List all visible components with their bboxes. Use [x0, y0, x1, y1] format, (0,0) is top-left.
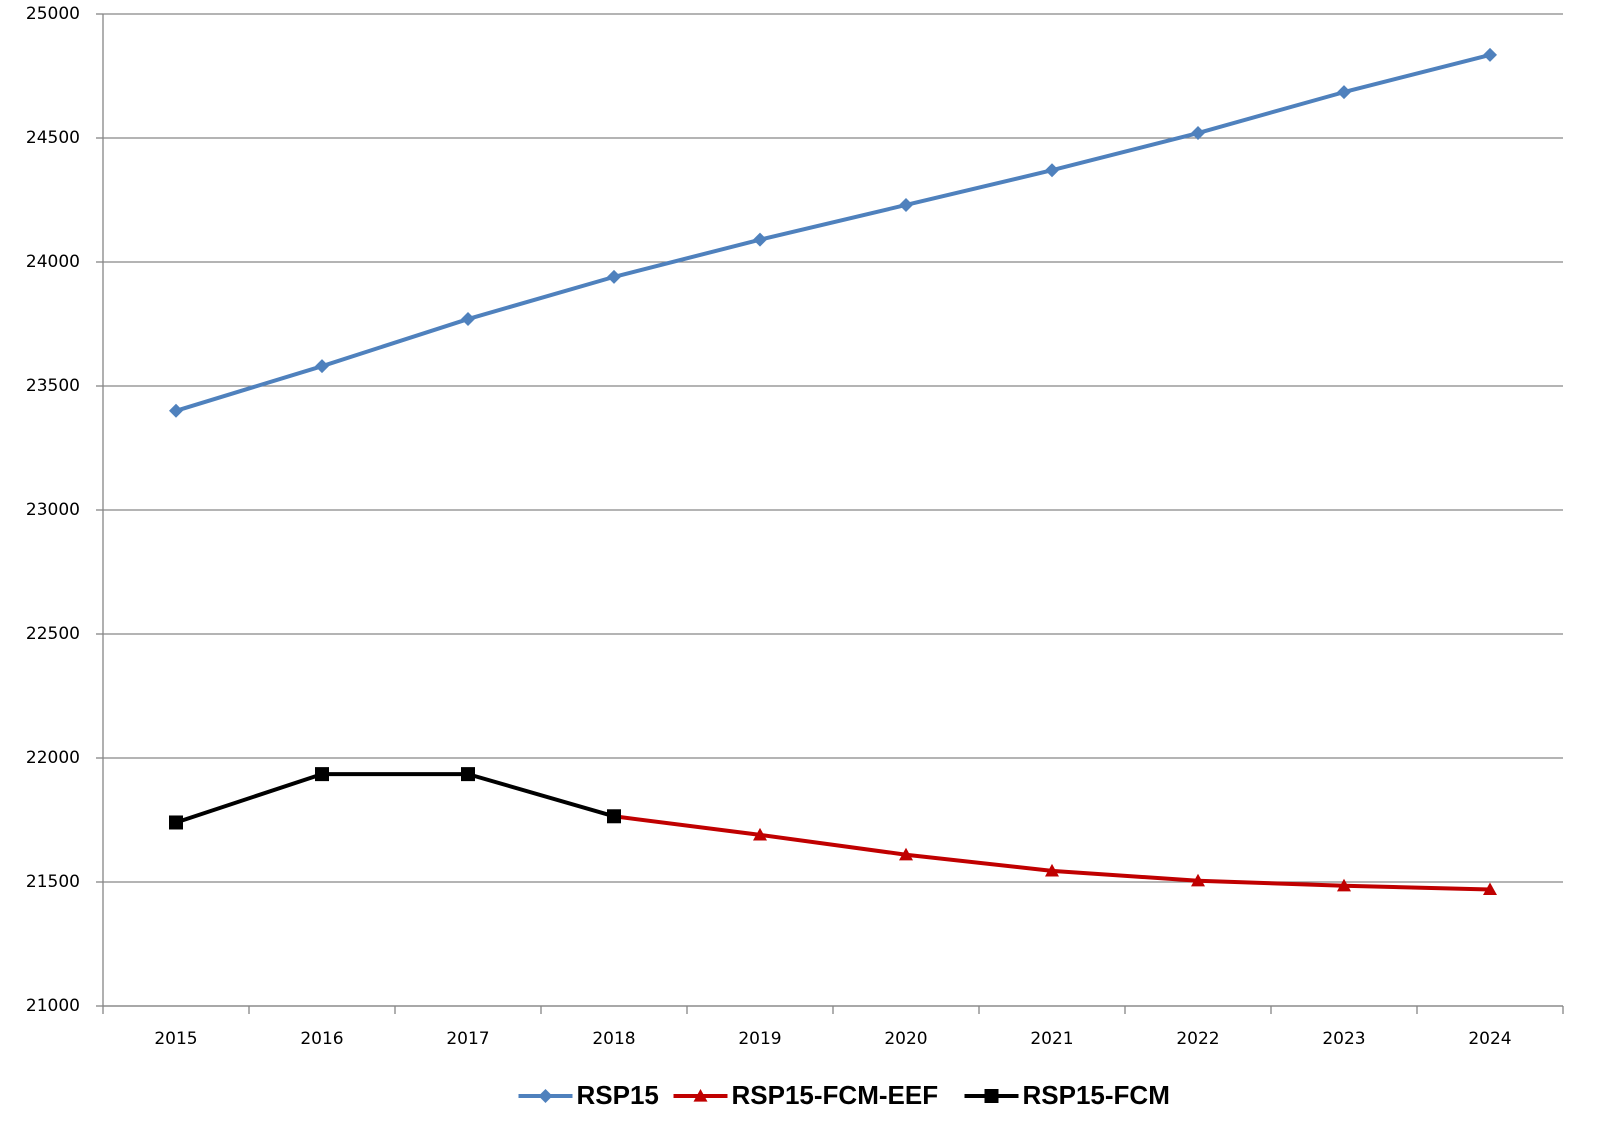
marker: [1483, 47, 1497, 62]
legend-text: RSP15: [577, 1080, 659, 1110]
y-tick-label: 21000: [26, 996, 80, 1016]
marker: [538, 1089, 553, 1103]
series-line: [175, 772, 615, 825]
x-tick-label: 2023: [1322, 1029, 1365, 1049]
series-line: [175, 52, 1491, 413]
x-tick-label: 2017: [446, 1029, 489, 1049]
x-tick-label: 2020: [884, 1029, 927, 1049]
y-tick-label: 21500: [26, 872, 80, 892]
x-tick-label: 2018: [592, 1029, 635, 1049]
marker: [899, 197, 913, 212]
y-tick-label: 22000: [26, 748, 80, 768]
marker: [753, 827, 767, 841]
marker: [693, 1089, 708, 1102]
marker: [1191, 126, 1205, 141]
marker: [607, 269, 621, 284]
y-tick-label: 25000: [26, 4, 80, 24]
x-tick-label: 2024: [1468, 1029, 1511, 1049]
marker: [984, 1089, 999, 1103]
marker: [169, 403, 183, 418]
marker: [461, 767, 475, 782]
marker: [315, 767, 329, 782]
x-tick-label: 2015: [154, 1029, 197, 1049]
legend-text: RSP15-FCM: [1023, 1080, 1170, 1110]
marker: [461, 312, 475, 327]
legend-text: RSP15-FCM-EEF: [732, 1080, 939, 1110]
x-tick-label: 2016: [300, 1029, 343, 1049]
x-tick-label: 2019: [738, 1029, 781, 1049]
y-tick-label: 24500: [26, 128, 80, 148]
marker: [1045, 863, 1059, 877]
y-tick-label: 22500: [26, 624, 80, 644]
series-line: [613, 814, 1491, 892]
marker: [607, 809, 621, 824]
x-tick-label: 2021: [1030, 1029, 1073, 1049]
marker: [315, 359, 329, 374]
marker: [899, 847, 913, 861]
marker: [1191, 873, 1205, 887]
marker: [1337, 85, 1351, 100]
marker: [1045, 163, 1059, 178]
marker: [1483, 882, 1497, 896]
x-tick-label: 2022: [1176, 1029, 1219, 1049]
y-tick-label: 23000: [26, 500, 80, 520]
y-tick-label: 23500: [26, 376, 80, 396]
marker: [1337, 878, 1351, 892]
marker: [169, 815, 183, 830]
y-tick-label: 24000: [26, 252, 80, 272]
marker: [753, 232, 767, 247]
